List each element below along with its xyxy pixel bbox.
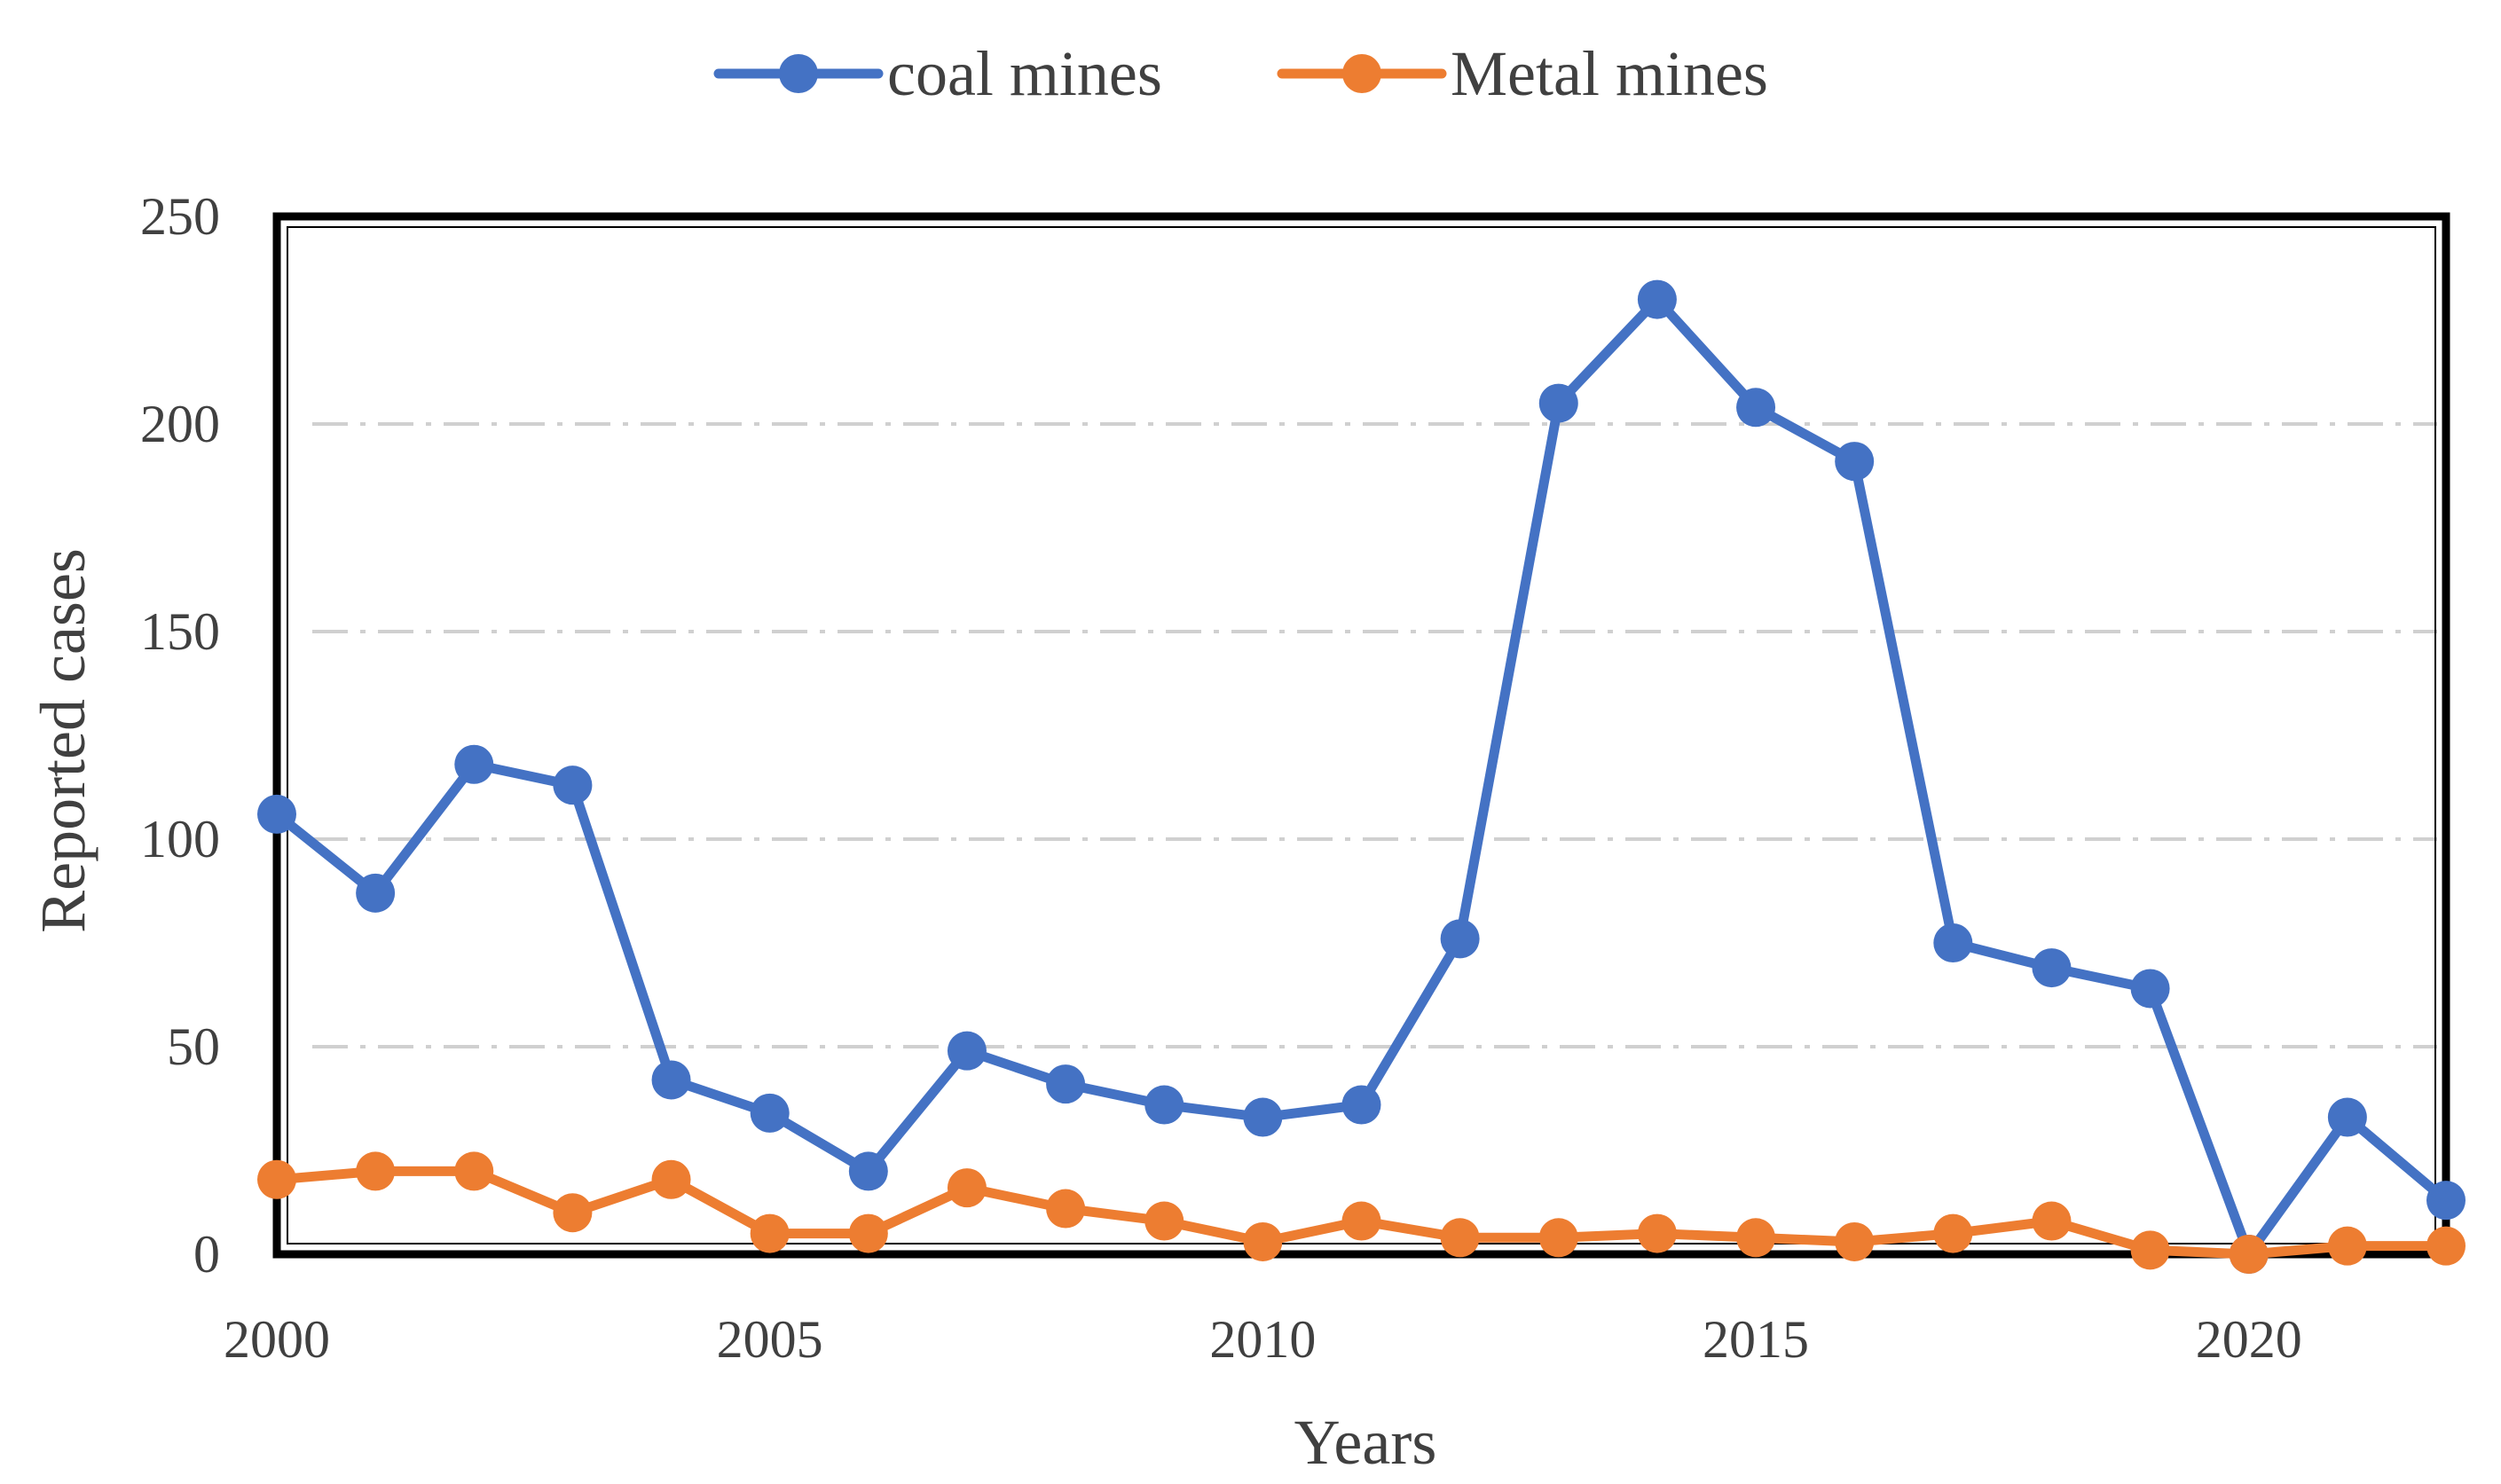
point-coal-mines-2019[interactable] [2130, 969, 2170, 1009]
point-metal-mines-2016[interactable] [1835, 1221, 1875, 1261]
point-metal-mines-2013[interactable] [1538, 1218, 1578, 1258]
x-tick-2000: 2000 [224, 1310, 330, 1369]
point-coal-mines-2010[interactable] [1243, 1097, 1283, 1137]
point-coal-mines-2016[interactable] [1835, 442, 1875, 482]
point-metal-mines-2018[interactable] [2032, 1201, 2072, 1241]
point-metal-mines-2000[interactable] [257, 1159, 296, 1199]
point-metal-mines-2007[interactable] [947, 1168, 987, 1208]
point-metal-mines-2003[interactable] [553, 1193, 593, 1233]
point-metal-mines-2010[interactable] [1243, 1221, 1283, 1261]
x-tick-2015: 2015 [1703, 1310, 1809, 1369]
y-tick-150: 150 [140, 602, 220, 661]
point-metal-mines-2021[interactable] [2327, 1226, 2367, 1266]
point-coal-mines-2005[interactable] [750, 1093, 790, 1133]
point-metal-mines-2008[interactable] [1046, 1189, 1086, 1229]
point-coal-mines-2022[interactable] [2426, 1181, 2466, 1221]
point-coal-mines-2007[interactable] [947, 1031, 987, 1071]
point-coal-mines-2013[interactable] [1538, 383, 1578, 423]
y-tick-50: 50 [167, 1017, 220, 1076]
point-coal-mines-2000[interactable] [257, 794, 296, 834]
point-metal-mines-2014[interactable] [1637, 1213, 1677, 1253]
axis-ticks: 0 50 100 150 200 250 2000 2005 2010 2015 2020 [140, 187, 2302, 1369]
point-coal-mines-2004[interactable] [651, 1060, 691, 1100]
legend-label-coal-mines: coal mines [887, 38, 1162, 109]
point-coal-mines-2014[interactable] [1637, 279, 1677, 319]
point-metal-mines-2022[interactable] [2426, 1226, 2466, 1266]
plot-frame [272, 212, 2450, 1259]
x-tick-2020: 2020 [2196, 1310, 2302, 1369]
legend-marker-coal-mines [779, 54, 818, 93]
y-tick-0: 0 [193, 1225, 220, 1284]
point-metal-mines-2012[interactable] [1440, 1218, 1480, 1258]
series-coal-mines [257, 279, 2466, 1274]
x-tick-2005: 2005 [717, 1310, 823, 1369]
x-tick-2010: 2010 [1209, 1310, 1316, 1369]
plot-border [272, 212, 2450, 1259]
point-coal-mines-2015[interactable] [1736, 388, 1776, 428]
legend-marker-metal-mines [1342, 54, 1381, 93]
y-tick-250: 250 [140, 187, 220, 246]
point-metal-mines-2017[interactable] [1933, 1213, 1973, 1253]
point-metal-mines-2015[interactable] [1736, 1218, 1776, 1258]
point-metal-mines-2009[interactable] [1144, 1201, 1184, 1241]
plot-inner-border [287, 226, 2436, 1245]
point-coal-mines-2011[interactable] [1341, 1085, 1381, 1125]
point-metal-mines-2005[interactable] [750, 1213, 790, 1253]
point-coal-mines-2018[interactable] [2032, 948, 2072, 988]
y-tick-100: 100 [140, 810, 220, 868]
point-coal-mines-2017[interactable] [1933, 923, 1973, 962]
point-coal-mines-2008[interactable] [1046, 1064, 1086, 1104]
point-coal-mines-2006[interactable] [848, 1151, 888, 1191]
gridlines [312, 422, 2437, 1048]
point-metal-mines-2004[interactable] [651, 1159, 691, 1199]
point-metal-mines-2020[interactable] [2229, 1235, 2269, 1274]
x-axis-title: Years [1294, 1407, 1437, 1478]
legend-item-metal-mines[interactable]: Metal mines [1277, 38, 1768, 109]
series-metal-mines [257, 1151, 2466, 1274]
point-metal-mines-2006[interactable] [848, 1213, 888, 1253]
point-metal-mines-2019[interactable] [2130, 1230, 2170, 1270]
point-metal-mines-2011[interactable] [1341, 1201, 1381, 1241]
point-coal-mines-2021[interactable] [2327, 1097, 2367, 1137]
point-coal-mines-2002[interactable] [454, 744, 494, 784]
point-metal-mines-2002[interactable] [454, 1151, 494, 1191]
legend-item-coal-mines[interactable]: coal mines [713, 38, 1162, 109]
legend-label-metal-mines: Metal mines [1451, 38, 1768, 109]
point-coal-mines-2003[interactable] [553, 766, 593, 805]
y-tick-200: 200 [140, 395, 220, 453]
series-group [257, 279, 2466, 1274]
legend: coal mines Metal mines [713, 38, 1768, 109]
point-metal-mines-2001[interactable] [356, 1151, 396, 1191]
point-coal-mines-2012[interactable] [1440, 919, 1480, 959]
y-axis-title: Reported cases [28, 548, 98, 933]
point-coal-mines-2001[interactable] [356, 873, 396, 913]
point-coal-mines-2009[interactable] [1144, 1085, 1184, 1125]
